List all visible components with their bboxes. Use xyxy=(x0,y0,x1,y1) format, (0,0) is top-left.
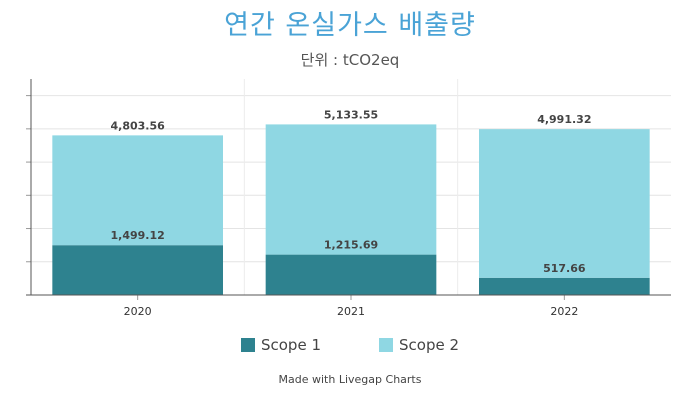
legend: Scope 1 Scope 2 xyxy=(0,336,700,354)
bar-scope-1-2021 xyxy=(265,254,437,295)
bar-chart: 1,499.12 4,803.56 2020 1,215.69 5,133.55 2021… xyxy=(26,79,671,318)
data-label-total: 5,133.55 xyxy=(324,108,378,121)
scope-1-swatch xyxy=(240,338,255,352)
x-tick-label: 2020 xyxy=(124,305,152,318)
scope-2-swatch xyxy=(379,338,393,352)
chart-title: 연간 온실가스 배출량 xyxy=(224,10,476,41)
data-label-total: 4,803.56 xyxy=(111,119,166,132)
footer-credit: Made with Livegap Charts xyxy=(278,373,422,386)
x-tick-label: 2022 xyxy=(550,305,578,318)
bar-scope-1-2022 xyxy=(479,277,650,295)
data-label-total: 4,991.32 xyxy=(537,113,591,126)
data-label-scope-1: 517.66 xyxy=(543,262,586,275)
data-label-scope-1: 1,499.12 xyxy=(111,229,165,242)
bar-scope-1-2020 xyxy=(52,245,224,295)
bar-scope-2-2022 xyxy=(479,129,650,278)
data-label-scope-1: 1,215.69 xyxy=(324,239,378,252)
bar-scope-2-2021 xyxy=(265,124,437,255)
legend-label-scope-2: Scope 2 xyxy=(399,336,460,354)
chart-subtitle: 단위 : tCO2eq xyxy=(300,51,400,69)
legend-label-scope-1: Scope 1 xyxy=(260,336,321,354)
legend-item-scope-2[interactable]: Scope 2 xyxy=(379,336,459,354)
legend-item-scope-1[interactable]: Scope 1 xyxy=(240,336,321,354)
bar-scope-2-2020 xyxy=(52,135,224,246)
x-tick-label: 2021 xyxy=(337,305,365,318)
